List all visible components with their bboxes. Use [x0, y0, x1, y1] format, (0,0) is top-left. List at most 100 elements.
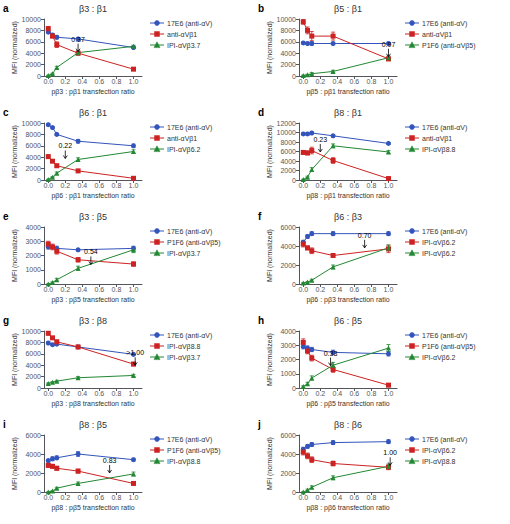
svg-text:0.2: 0.2: [60, 182, 70, 189]
svg-text:IPI-αVβ3.7: IPI-αVβ3.7: [167, 42, 200, 50]
svg-text:0.8: 0.8: [367, 494, 377, 501]
svg-text:1.0: 1.0: [384, 78, 394, 85]
svg-text:0.6: 0.6: [95, 494, 105, 501]
svg-text:IPI-αVβ8.8: IPI-αVβ8.8: [167, 343, 200, 351]
svg-text:0: 0: [292, 281, 296, 288]
svg-text:8000: 8000: [280, 139, 296, 146]
svg-text:17E6 (anti-αV): 17E6 (anti-αV): [422, 228, 467, 236]
svg-text:6000: 6000: [280, 224, 296, 231]
svg-text:1.0: 1.0: [129, 286, 139, 293]
svg-text:0.0: 0.0: [43, 390, 53, 397]
svg-text:j: j: [257, 419, 261, 430]
svg-text:17E6 (anti-αV): 17E6 (anti-αV): [422, 332, 467, 340]
svg-text:6000: 6000: [280, 148, 296, 155]
svg-text:0: 0: [292, 385, 296, 392]
svg-text:6000: 6000: [25, 432, 41, 439]
svg-text:2000: 2000: [280, 470, 296, 477]
svg-text:anti-αVβ1: anti-αVβ1: [167, 135, 197, 143]
svg-text:0.2: 0.2: [60, 286, 70, 293]
svg-text:4000: 4000: [25, 50, 41, 57]
svg-text:1000: 1000: [25, 266, 41, 273]
svg-text:IPI-αVβ6.2: IPI-αVβ6.2: [422, 239, 455, 247]
svg-text:10000: 10000: [277, 129, 297, 136]
svg-text:0.8: 0.8: [367, 78, 377, 85]
svg-text:1.0: 1.0: [384, 390, 394, 397]
svg-text:0: 0: [37, 489, 41, 496]
svg-text:0.70: 0.70: [358, 232, 372, 239]
svg-text:anti-αVβ1: anti-αVβ1: [422, 31, 452, 39]
svg-text:0.8: 0.8: [112, 286, 122, 293]
svg-text:β8 : β5: β8 : β5: [79, 420, 107, 430]
svg-text:pβ6 : pβ3 transfection ratio: pβ6 : pβ3 transfection ratio: [306, 296, 389, 304]
svg-text:8000: 8000: [25, 131, 41, 138]
svg-text:0.8: 0.8: [112, 390, 122, 397]
svg-text:0.4: 0.4: [77, 182, 87, 189]
svg-text:1.0: 1.0: [129, 78, 139, 85]
svg-text:MFI (normalized): MFI (normalized): [266, 229, 274, 282]
svg-text:0.8: 0.8: [367, 182, 377, 189]
svg-text:8000: 8000: [25, 339, 41, 346]
svg-text:0.6: 0.6: [350, 78, 360, 85]
svg-text:3000: 3000: [25, 238, 41, 245]
svg-text:0: 0: [37, 73, 41, 80]
svg-text:β3 : β8: β3 : β8: [79, 316, 107, 326]
svg-text:g: g: [3, 315, 9, 326]
svg-text:0.0: 0.0: [298, 390, 308, 397]
svg-text:1.0: 1.0: [384, 182, 394, 189]
svg-text:4000: 4000: [280, 451, 296, 458]
svg-text:MFI (normalized): MFI (normalized): [11, 21, 19, 74]
svg-text:0.83: 0.83: [103, 457, 117, 464]
svg-text:β6 : β5: β6 : β5: [334, 316, 362, 326]
svg-text:2000: 2000: [25, 373, 41, 380]
svg-text:1000: 1000: [280, 370, 296, 377]
svg-text:β8 : β6: β8 : β6: [334, 420, 362, 430]
svg-text:17E6 (anti-αV): 17E6 (anti-αV): [167, 332, 212, 340]
svg-text:pβ6 : pβ1 transfection ratio: pβ6 : pβ1 transfection ratio: [51, 192, 134, 200]
svg-text:0.4: 0.4: [332, 78, 342, 85]
svg-text:IPI-αVβ6.2: IPI-αVβ6.2: [422, 354, 455, 362]
svg-text:0.4: 0.4: [332, 286, 342, 293]
svg-text:0.2: 0.2: [315, 182, 325, 189]
svg-text:6000: 6000: [25, 38, 41, 45]
svg-text:P1F6 (anti-αVβ5): P1F6 (anti-αVβ5): [422, 42, 476, 50]
svg-text:IPI-αVβ6.2: IPI-αVβ6.2: [167, 146, 200, 154]
svg-text:MFI (normalized): MFI (normalized): [11, 437, 19, 490]
svg-text:0.23: 0.23: [313, 136, 327, 143]
svg-text:anti-αVβ1: anti-αVβ1: [422, 135, 452, 143]
svg-text:4000: 4000: [280, 328, 296, 335]
svg-text:0.4: 0.4: [332, 494, 342, 501]
svg-text:0: 0: [37, 385, 41, 392]
svg-text:2000: 2000: [25, 165, 41, 172]
svg-text:pβ3 : pβ5 transfection ratio: pβ3 : pβ5 transfection ratio: [51, 296, 134, 304]
svg-text:0.4: 0.4: [77, 494, 87, 501]
svg-text:0.0: 0.0: [298, 78, 308, 85]
svg-text:0.4: 0.4: [77, 78, 87, 85]
svg-text:f: f: [258, 211, 262, 222]
svg-text:2000: 2000: [280, 262, 296, 269]
svg-text:4000: 4000: [280, 50, 296, 57]
svg-text:4000: 4000: [25, 451, 41, 458]
svg-text:IPI-αVβ3.7: IPI-αVβ3.7: [167, 250, 200, 258]
svg-text:10000: 10000: [22, 120, 42, 127]
svg-text:0.8: 0.8: [112, 182, 122, 189]
svg-text:β8 : β1: β8 : β1: [334, 108, 362, 118]
svg-text:0.6: 0.6: [95, 78, 105, 85]
svg-text:0.6: 0.6: [350, 494, 360, 501]
svg-text:MFI (normalized): MFI (normalized): [11, 333, 19, 386]
svg-text:h: h: [258, 315, 264, 326]
svg-text:IPI-αVβ8.8: IPI-αVβ8.8: [422, 458, 455, 466]
svg-text:0.2: 0.2: [315, 286, 325, 293]
svg-text:1.00: 1.00: [383, 449, 397, 456]
svg-text:17E6 (anti-αV): 17E6 (anti-αV): [422, 20, 467, 28]
svg-text:0.2: 0.2: [315, 390, 325, 397]
svg-text:0.2: 0.2: [60, 390, 70, 397]
svg-text:4000: 4000: [25, 154, 41, 161]
svg-text:β3 : β5: β3 : β5: [79, 212, 107, 222]
svg-text:0.2: 0.2: [315, 78, 325, 85]
svg-text:0.0: 0.0: [298, 286, 308, 293]
svg-text:0.6: 0.6: [95, 390, 105, 397]
svg-text:4000: 4000: [280, 158, 296, 165]
svg-text:0.2: 0.2: [60, 494, 70, 501]
svg-text:4000: 4000: [25, 362, 41, 369]
svg-text:2000: 2000: [280, 61, 296, 68]
